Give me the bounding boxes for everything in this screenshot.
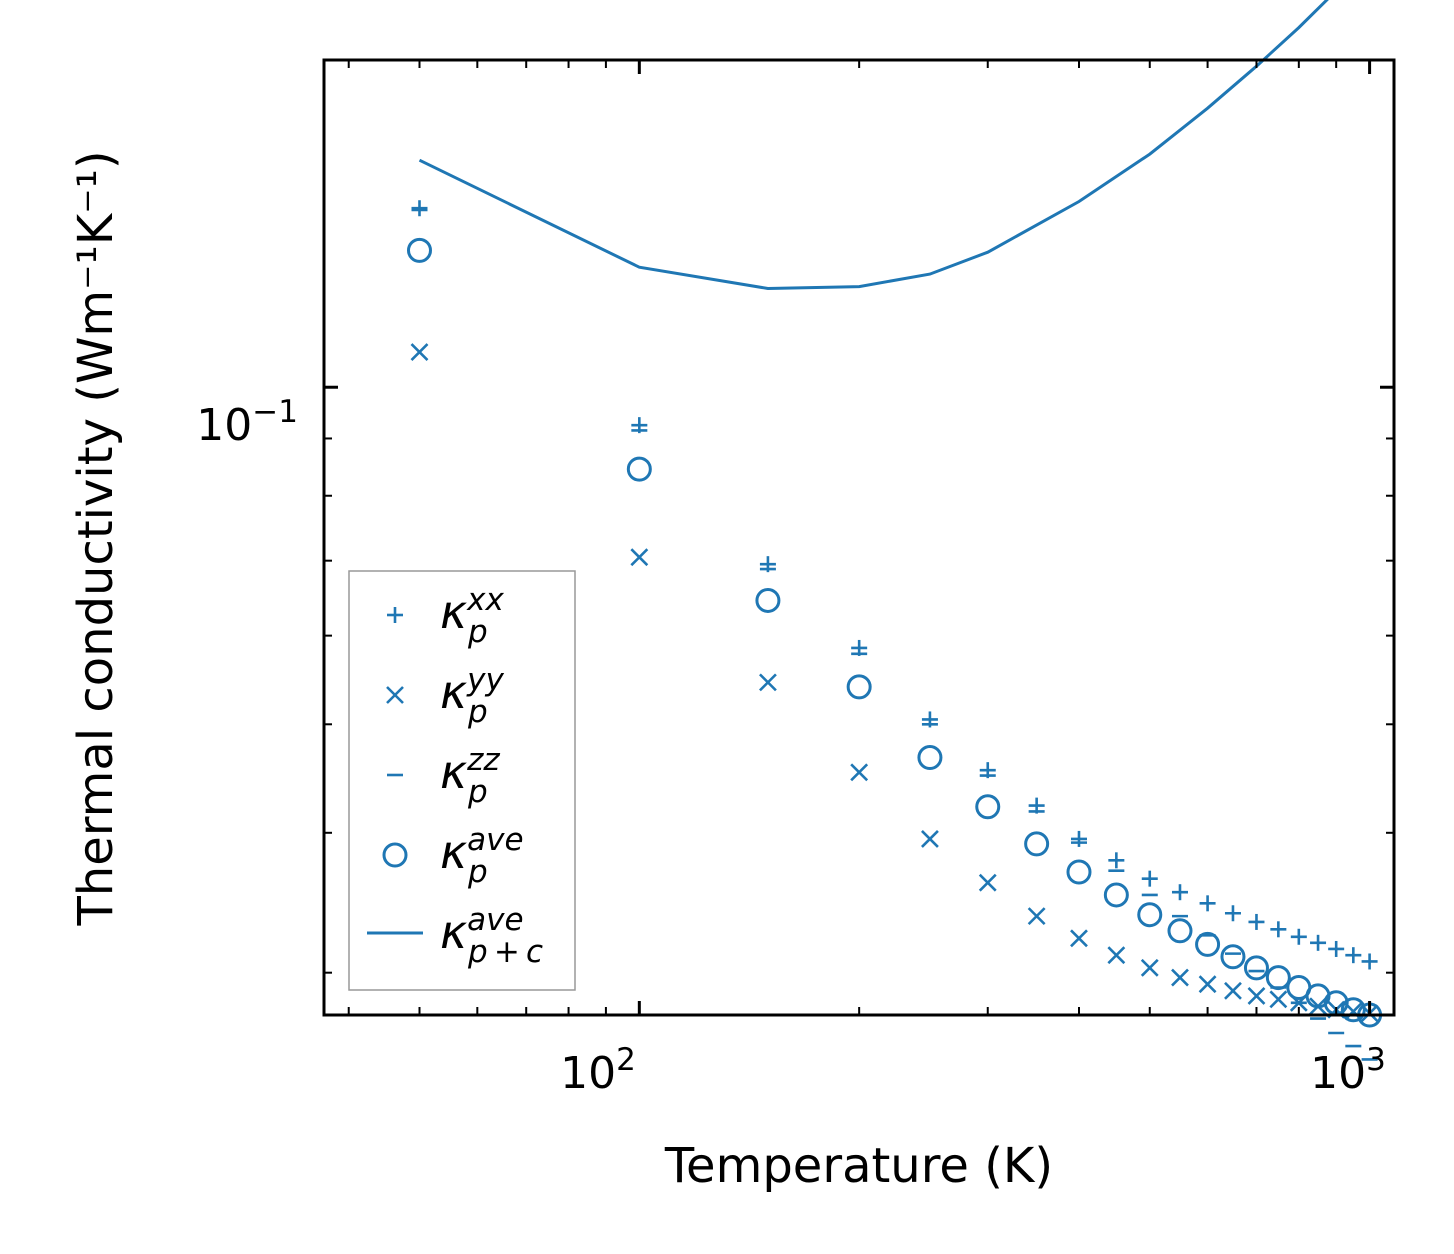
data-point <box>978 873 997 892</box>
plot-frame <box>322 58 1396 1017</box>
data-point <box>1328 940 1345 957</box>
data-point <box>1224 905 1241 922</box>
data-point <box>1220 944 1246 970</box>
data-point <box>1361 953 1378 970</box>
data-point <box>1345 947 1362 964</box>
data-point <box>917 744 943 770</box>
y-tick-label: 10−1 <box>196 394 298 451</box>
data-point <box>411 200 428 217</box>
data-point <box>1340 997 1366 1023</box>
data-point <box>1070 830 1087 847</box>
data-point <box>1248 913 1265 930</box>
data-point <box>1171 968 1189 987</box>
legend-label-kp-yy: κyy p <box>440 662 504 730</box>
data-point <box>410 343 429 361</box>
data-point <box>1103 882 1129 908</box>
data-point <box>1243 955 1269 981</box>
data-point <box>630 548 649 567</box>
legend-label-kp-xx: κxx p <box>440 582 504 650</box>
data-point <box>1171 884 1188 901</box>
data-point <box>1137 902 1163 928</box>
data-point <box>1224 981 1242 1000</box>
data-point <box>1270 921 1287 938</box>
data-point <box>626 456 652 482</box>
data-point <box>850 763 869 782</box>
data-point <box>1070 929 1088 948</box>
data-point <box>1167 918 1193 944</box>
series-line <box>418 0 1329 291</box>
data-point <box>1027 907 1046 926</box>
data-point <box>846 674 872 700</box>
data-point <box>1198 975 1217 994</box>
legend-label-kp-zz: κzz p <box>440 742 500 810</box>
data-point <box>1107 946 1126 965</box>
data-point <box>1199 895 1216 912</box>
legend-frame <box>348 570 576 991</box>
x-tick-label: 103 <box>1310 1042 1386 1099</box>
legend: κxx p κyy p κzz p κave p κave p + c <box>348 570 576 991</box>
legend-marker <box>382 842 408 868</box>
data-point <box>921 829 939 848</box>
legend-label-kp-ave: κave p <box>440 822 524 890</box>
data-point <box>1140 958 1159 977</box>
data-point <box>1265 965 1291 991</box>
plot-area <box>322 0 1396 1061</box>
series-kpc_ave <box>418 0 1329 291</box>
series-kp_ave <box>406 237 1383 1028</box>
y-axis-label: Thermal conductivity (Wm⁻¹K⁻¹) <box>68 150 124 926</box>
y-tick-labels: 10−1 <box>196 394 298 451</box>
data-point <box>1024 831 1050 857</box>
data-point <box>406 237 432 263</box>
legend-label-kpc-ave: κave p + c <box>440 902 543 970</box>
data-point <box>1269 990 1288 1009</box>
x-axis-label: Temperature (K) <box>664 1138 1053 1194</box>
x-tick-label: 102 <box>560 1042 636 1099</box>
data-point <box>1247 987 1266 1005</box>
data-point <box>759 673 777 692</box>
legend-markers <box>367 607 423 935</box>
data-point <box>1066 859 1092 885</box>
data-point <box>1108 852 1125 869</box>
data-point <box>1290 928 1307 945</box>
data-point <box>1195 931 1221 957</box>
data-point <box>975 794 1001 820</box>
data-point <box>1310 934 1327 951</box>
data-point <box>755 587 781 613</box>
legend-marker <box>387 607 403 623</box>
x-tick-labels: 102 103 <box>560 1042 1386 1099</box>
data-point <box>1141 870 1158 887</box>
legend-marker <box>386 686 404 704</box>
